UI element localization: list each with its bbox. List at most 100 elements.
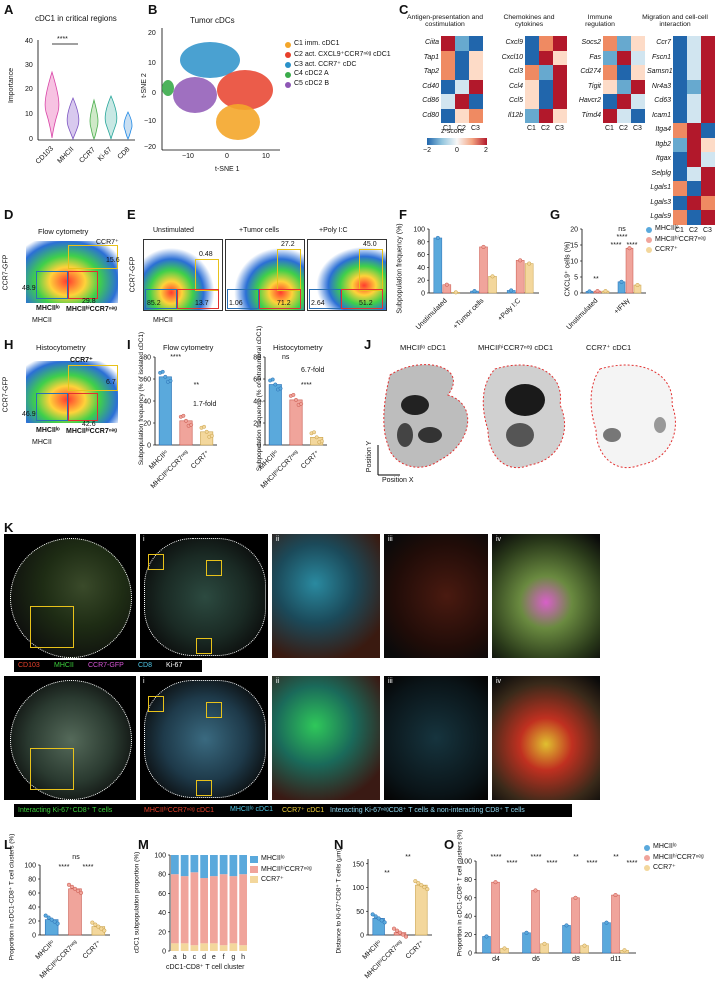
legend-entry: MHCIIʰⁱCCR7ⁿᵉᵍ [655, 236, 706, 243]
gate-hi [68, 393, 98, 421]
heatmap-cell [701, 152, 715, 167]
sig-marker: ** [405, 854, 411, 861]
axis-title-x: MHCII [32, 439, 52, 446]
violin-plot [37, 40, 135, 141]
legend-entry: MHCIIˡᵒ [653, 843, 677, 850]
heatmap-cell [539, 36, 553, 51]
data-point [542, 941, 547, 946]
heatmap-cell [469, 65, 483, 80]
bar [488, 276, 497, 294]
data-point [613, 892, 618, 898]
data-point [400, 932, 406, 937]
heatmap-cell [525, 65, 539, 80]
category-label: d [202, 954, 206, 961]
category-label: c [193, 954, 197, 961]
column-label: C2 [689, 226, 698, 234]
legend-entry: CCR7⁺ [655, 246, 678, 253]
gene-label: Il12b [507, 111, 523, 119]
heatmap-cell [701, 50, 715, 65]
data-point [509, 288, 514, 293]
tick-label-y: 30 [25, 62, 33, 69]
sig-marker: **** [301, 382, 312, 389]
gene-label: Cd40 [422, 82, 439, 90]
gate-value: 0.48 [199, 251, 213, 258]
stacked-bar-segment [229, 855, 238, 877]
gate-lo [36, 271, 68, 299]
rendering-i [140, 676, 268, 800]
tick-label-y: 100 [460, 859, 472, 866]
stacked-bar-segment [229, 943, 238, 951]
gate-hi [68, 271, 98, 299]
sig-marker: ns [282, 354, 290, 361]
data-point [382, 920, 387, 925]
heatmap-cell [673, 65, 687, 80]
category-label: MHCIIˡᵒ [34, 939, 56, 961]
category-label: +Tumor cells [452, 297, 486, 331]
sig-marker: **** [531, 854, 542, 861]
stacked-bar-segment [229, 876, 238, 944]
heatmap-cell [539, 79, 553, 94]
column-label: C2 [619, 125, 628, 132]
sig-marker: ** [573, 854, 579, 861]
gate-value: 51.2 [359, 300, 373, 307]
axis-title-y: t-SNE 2 [140, 73, 148, 98]
tick-label-y: 100 [352, 885, 364, 892]
heatmap-cell [687, 152, 701, 167]
heatmap-cell [455, 94, 469, 109]
heatmap-cell [631, 108, 645, 123]
panel-g: G 0 5 10 15 20 Unstimulated +IFNγ ** ns **** **** *… [548, 205, 721, 335]
tick-label-y: 0 [468, 951, 472, 958]
panel-d: D Flow cytometry CCR7⁺ 15.6 48.9 29.8 MH… [0, 205, 125, 330]
heatmap-cell [455, 79, 469, 94]
column-label: C3 [703, 226, 712, 234]
panel-m: M 0 20 40 60 80 100 a b c d e f g h cDC1 subpopulatio… [130, 835, 315, 1007]
roman-label: ii [276, 678, 280, 685]
gene-label: Cd86 [422, 97, 439, 104]
category-label: d8 [572, 956, 580, 963]
category-label: f [223, 954, 225, 961]
stacked-bar-segment [180, 876, 189, 944]
stacked-bar-segment [190, 872, 199, 946]
stacked-bar-segment [239, 874, 247, 946]
legend-entry: C3 act. CCR7⁺ cDC [294, 61, 357, 68]
rendering-overview [4, 676, 136, 800]
column-label: C1 [605, 125, 614, 132]
heatmap-cell [525, 94, 539, 109]
tick-label-y: 20 [158, 929, 166, 936]
data-point [163, 374, 168, 379]
tick-label-x: −10 [182, 153, 194, 160]
data-point [66, 882, 72, 887]
data-point [416, 881, 421, 886]
tick-label-y: −10 [144, 118, 156, 125]
panel-label: M [138, 837, 149, 852]
tick-label-y: −20 [144, 144, 156, 151]
data-point [184, 418, 188, 423]
roman-label: iv [496, 678, 502, 685]
data-point [69, 884, 75, 889]
data-point [587, 289, 592, 294]
roman-label: ii [276, 536, 280, 543]
data-point [403, 934, 409, 939]
gate-value: 46.9 [22, 411, 36, 418]
panel-a: A cDC1 in critical regions **** Importan… [0, 0, 140, 180]
sig-marker: ns [618, 226, 626, 233]
data-point [444, 282, 449, 287]
tick-label-y: 60 [253, 377, 261, 384]
data-point [189, 422, 194, 427]
heatmap-cell [441, 65, 455, 80]
heatmap-cell [525, 108, 539, 123]
heatmap-cell [673, 79, 687, 94]
panel-label: H [4, 337, 14, 352]
tick-label-y: 20 [253, 421, 261, 428]
heatmap-cell [603, 50, 617, 65]
category-label: +Poly I:C [497, 297, 522, 322]
panel-f: F 0 20 40 60 80 100 Unstimulated +Tumor cells +P… [395, 205, 545, 335]
sig-marker: ** [384, 870, 390, 877]
heatmap-cell [469, 79, 483, 94]
gate-value: 71.2 [277, 300, 291, 307]
panel-title: Histocytometry [36, 343, 86, 352]
gene-label: Icam1 [651, 111, 671, 119]
heatmap-cell [539, 65, 553, 80]
